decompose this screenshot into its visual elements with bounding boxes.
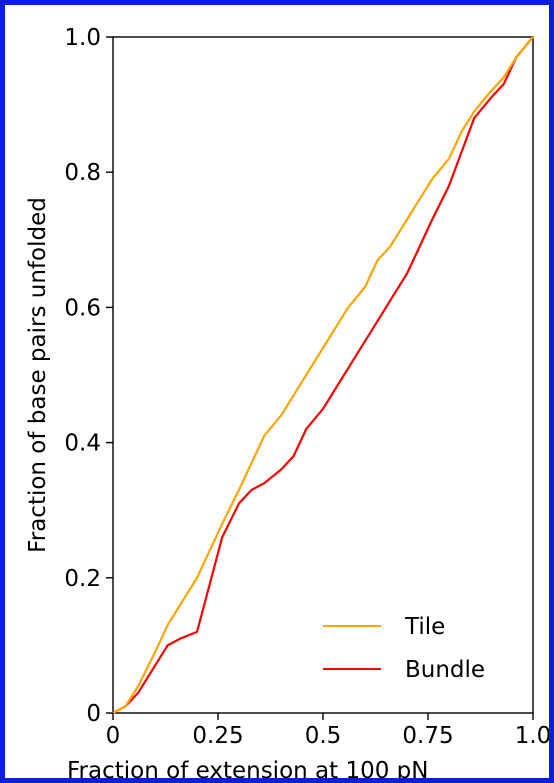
y-tick-label: 0 (86, 701, 101, 727)
legend: Tile Bundle (323, 614, 485, 683)
series-line-bundle (112, 36, 534, 714)
tick-layer: 0 0.25 0.5 0.75 1.0 0 0.2 0.4 0.6 0.8 1.0 (64, 25, 552, 749)
legend-label-tile: Tile (404, 614, 445, 640)
y-tick-label: 0.6 (64, 295, 101, 321)
y-tick-label: 0.4 (64, 431, 101, 457)
x-tick-label: 0 (106, 723, 121, 749)
x-tick-label: 1.0 (515, 723, 552, 749)
series-line-tile (112, 36, 534, 714)
y-axis-label: Fraction of base pairs unfolded (25, 197, 51, 553)
x-tick-label: 0.75 (402, 723, 453, 749)
legend-label-bundle: Bundle (405, 657, 485, 683)
y-tick-label: 0.2 (64, 566, 101, 592)
series-layer (112, 36, 534, 714)
line-chart: 0 0.25 0.5 0.75 1.0 0 0.2 0.4 0.6 0.8 1.0 Tile Bun… (25, 25, 552, 783)
y-tick-label: 0.8 (64, 160, 101, 186)
x-tick-label: 0.5 (305, 723, 342, 749)
y-tick-label: 1.0 (64, 25, 101, 51)
x-tick-label: 0.25 (192, 723, 243, 749)
x-axis-label: Fraction of extension at 100 pN (67, 758, 428, 783)
